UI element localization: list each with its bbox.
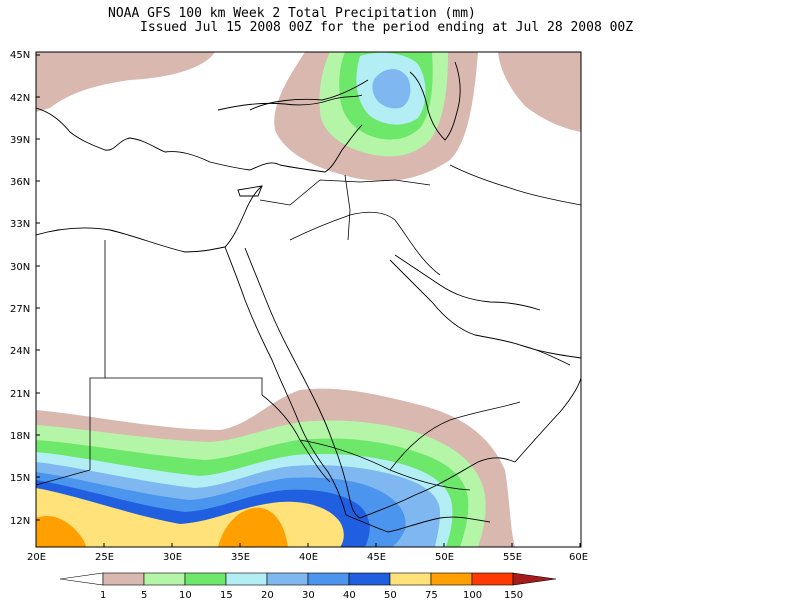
- precip-fields: [36, 52, 581, 547]
- lon-label: 60E: [569, 552, 588, 563]
- legend-swatch: [471, 572, 514, 586]
- title-line-2: Issued Jul 15 2008 00Z for the period en…: [140, 20, 633, 35]
- latitude-ticks: [36, 54, 40, 521]
- title-line-1: NOAA GFS 100 km Week 2 Total Precipitati…: [108, 6, 476, 21]
- longitude-ticks: [35, 543, 581, 547]
- precip-area-75-100: [36, 515, 86, 547]
- lon-label: 20E: [27, 552, 46, 563]
- longitude-axis: 20E 25E 30E 35E 40E 45E 50E 55E 60E: [27, 552, 588, 563]
- lon-label: 40E: [299, 552, 318, 563]
- lat-label: 42N: [10, 93, 30, 104]
- legend-label: 30: [302, 590, 315, 600]
- legend-label: 100: [463, 590, 482, 600]
- legend-label: 1: [100, 590, 106, 600]
- precip-area-1-5: [36, 52, 215, 112]
- lon-label: 35E: [231, 552, 250, 563]
- legend-swatch: [143, 572, 186, 586]
- lon-label: 50E: [435, 552, 454, 563]
- legend-swatch: [266, 572, 309, 586]
- latitude-axis: 45N 42N 39N 36N 33N 30N 27N 24N 21N 18N …: [10, 50, 30, 527]
- legend-label: 20: [261, 590, 274, 600]
- legend-swatch: [307, 572, 350, 586]
- lat-label: 39N: [10, 135, 30, 146]
- legend-swatch: [184, 572, 227, 586]
- lat-label: 21N: [10, 389, 30, 400]
- legend-label: 40: [343, 590, 356, 600]
- lat-label: 24N: [10, 346, 30, 357]
- lat-label: 15N: [10, 473, 30, 484]
- lat-label: 12N: [10, 516, 30, 527]
- political-borders: [36, 164, 581, 491]
- lon-label: 30E: [163, 552, 182, 563]
- legend-label: 10: [179, 590, 192, 600]
- lon-label: 25E: [95, 552, 114, 563]
- lon-label: 45E: [367, 552, 386, 563]
- precip-area-75-100: [218, 507, 288, 547]
- lat-label: 18N: [10, 431, 30, 442]
- legend-swatch: [430, 572, 473, 586]
- precip-area-1-5: [498, 52, 581, 132]
- lat-label: 36N: [10, 177, 30, 188]
- coastlines: [36, 61, 581, 533]
- legend-swatch: [102, 572, 145, 586]
- legend-label: 150: [504, 590, 523, 600]
- lat-label: 30N: [10, 262, 30, 273]
- lon-label: 55E: [503, 552, 522, 563]
- legend-label: 5: [141, 590, 147, 600]
- lat-label: 45N: [10, 50, 30, 61]
- legend-swatch: [348, 572, 391, 586]
- lat-label: 27N: [10, 304, 30, 315]
- legend-swatch: [59, 572, 104, 586]
- precip-area-20-30: [372, 69, 411, 109]
- lat-label: 33N: [10, 219, 30, 230]
- legend-label: 15: [220, 590, 233, 600]
- legend-label: 75: [425, 590, 438, 600]
- legend-swatch: [389, 572, 432, 586]
- legend-swatch: [225, 572, 268, 586]
- legend-label: 50: [384, 590, 397, 600]
- legend-swatch: [512, 572, 557, 586]
- color-legend: 1 5 10 15 20 30 40 50 75 100 150: [59, 572, 557, 600]
